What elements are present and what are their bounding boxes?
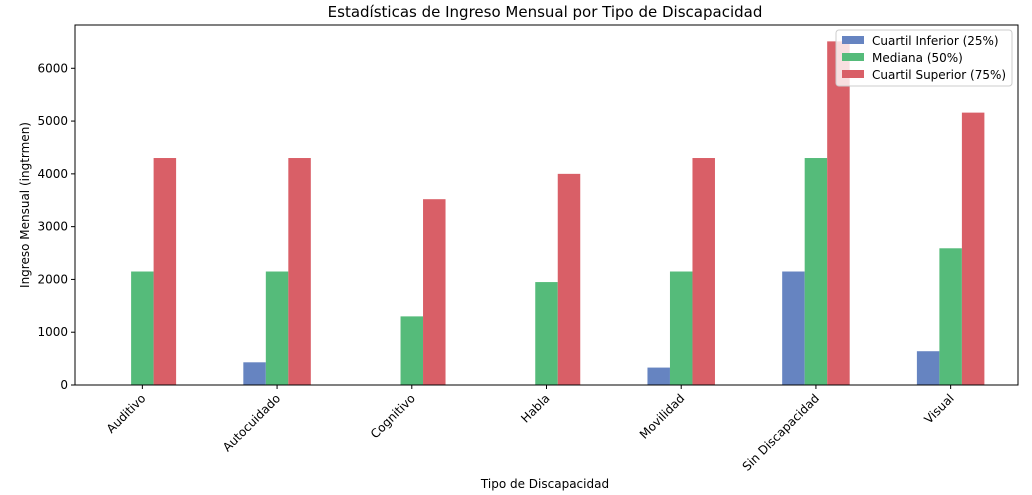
- bar-2-cognitivo: [400, 316, 424, 385]
- bar-3-visual: [961, 112, 985, 385]
- bar-2-autocuidado: [265, 271, 289, 385]
- y-axis-label: Ingreso Mensual (ingtrmen): [18, 122, 32, 288]
- bar-2-visual: [939, 248, 962, 385]
- x-tick-label: Auditivo: [104, 391, 149, 436]
- legend-entry: Mediana (50%): [872, 51, 963, 65]
- x-tick-label: Sin Discapacidad: [740, 391, 822, 473]
- bar-3-movilidad: [692, 158, 715, 385]
- y-tick-label: 4000: [37, 167, 68, 181]
- bar-3-sin-discapacidad: [827, 41, 850, 385]
- x-tick-label: Movilidad: [637, 391, 687, 441]
- legend-swatch: [842, 53, 864, 61]
- bar-1-autocuidado: [243, 362, 266, 385]
- bar-1-visual: [916, 351, 940, 385]
- y-tick-label: 2000: [37, 272, 68, 286]
- x-tick-label: Cognitivo: [368, 391, 418, 441]
- legend: [835, 29, 1013, 87]
- bar-2-sin-discapacidad: [804, 158, 828, 385]
- x-axis-label: Tipo de Discapacidad: [480, 477, 609, 491]
- bar-3-autocuidado: [288, 158, 311, 385]
- y-tick-label: 6000: [37, 61, 68, 75]
- x-tick-label: Autocuidado: [220, 391, 283, 454]
- y-tick-label: 1000: [37, 325, 68, 339]
- legend-swatch: [842, 70, 864, 78]
- bar-2-habla: [535, 282, 558, 385]
- legend-swatch: [842, 36, 864, 44]
- y-tick-label: 5000: [37, 114, 68, 128]
- bar-3-habla: [557, 173, 581, 385]
- y-tick-label: 0: [60, 378, 68, 392]
- bar-2-movilidad: [669, 271, 693, 385]
- bar-1-movilidad: [647, 367, 670, 385]
- y-tick-label: 3000: [37, 220, 68, 234]
- legend-entry: Cuartil Superior (75%): [872, 68, 1006, 82]
- bar-3-auditivo: [153, 158, 177, 385]
- x-tick-label: Visual: [922, 391, 957, 426]
- x-tick-label: Habla: [518, 391, 552, 425]
- bar-1-sin-discapacidad: [782, 271, 805, 385]
- bar-3-cognitivo: [423, 199, 446, 385]
- bar-2-auditivo: [131, 271, 154, 385]
- legend-entry: Cuartil Inferior (25%): [872, 34, 999, 48]
- plot-area: 0 1000 2000 3000 4000 5000 6000 Auditivo Autocui…: [37, 24, 1019, 474]
- chart-title: Estadísticas de Ingreso Mensual por Tipo…: [328, 3, 763, 21]
